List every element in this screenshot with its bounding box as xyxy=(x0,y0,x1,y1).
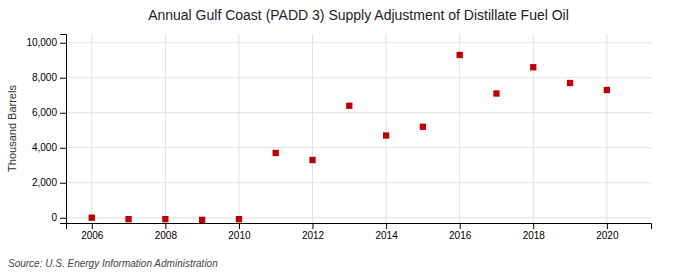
grid-line xyxy=(606,34,607,223)
y-tick: 4,000 xyxy=(32,142,66,153)
x-tick-label: 2014 xyxy=(375,230,398,241)
grid-line xyxy=(238,34,239,223)
title: Annual Gulf Coast (PADD 3) Supply Adjust… xyxy=(148,7,569,23)
point xyxy=(89,215,95,221)
grid-line xyxy=(312,34,313,223)
point xyxy=(604,87,610,93)
y-tick-mark xyxy=(60,183,66,184)
y-tick: 2,000 xyxy=(32,177,66,188)
y-tick-mark xyxy=(60,218,66,219)
point xyxy=(457,52,463,58)
grid-line xyxy=(66,147,651,148)
y-tick-label: 4,000 xyxy=(32,142,57,153)
points xyxy=(89,52,610,223)
y-axis: 0 2,000 4,000 6,000 8,000 10,000 xyxy=(26,35,66,224)
y-tick: 10,000 xyxy=(26,37,66,48)
point xyxy=(309,157,315,163)
y-tick-label: 6,000 xyxy=(32,107,57,118)
x-tick: 2020 xyxy=(596,223,619,241)
grid-line xyxy=(459,34,460,223)
point xyxy=(199,217,205,223)
point xyxy=(567,80,573,86)
x-tick-mark xyxy=(313,223,314,229)
point xyxy=(530,64,536,70)
x-tick-mark xyxy=(165,223,166,229)
x-tick-label: 2008 xyxy=(155,230,178,241)
point xyxy=(162,216,168,222)
y-tick-mark xyxy=(60,78,66,79)
chart: 2006 2008 2010 2012 2014 2016 2018 2020 0 2,000 4,… xyxy=(0,0,675,275)
x-axis-line xyxy=(67,224,652,230)
y-axis-title: Thousand Barrels xyxy=(6,85,18,172)
x-tick: 2008 xyxy=(155,223,178,241)
grid-line xyxy=(91,34,92,223)
point xyxy=(493,90,499,96)
y-tick-label: 8,000 xyxy=(32,72,57,83)
point xyxy=(236,216,242,222)
y-tick-label: 2,000 xyxy=(32,177,57,188)
x-tick-mark xyxy=(533,223,534,229)
y-tick-mark xyxy=(60,113,66,114)
grid-line xyxy=(66,217,651,218)
x-tick-mark xyxy=(92,223,93,229)
grid-line xyxy=(533,34,534,223)
y-tick-mark xyxy=(60,43,66,44)
x-tick-label: 2012 xyxy=(302,230,325,241)
x-tick: 2016 xyxy=(449,223,472,241)
x-tick: 2018 xyxy=(523,223,546,241)
x-tick-label: 2018 xyxy=(523,230,546,241)
grid-line xyxy=(66,77,651,78)
x-tick-mark xyxy=(460,223,461,229)
grid-line xyxy=(66,182,651,183)
y-tick-label: 10,000 xyxy=(26,37,57,48)
x-tick-label: 2010 xyxy=(228,230,251,241)
x-tick-mark xyxy=(239,223,240,229)
point xyxy=(420,124,426,130)
x-tick-label: 2016 xyxy=(449,230,472,241)
grid-line xyxy=(165,34,166,223)
x-tick-label: 2006 xyxy=(81,230,104,241)
point xyxy=(273,150,279,156)
y-tick: 8,000 xyxy=(32,72,66,83)
y-tick: 0 xyxy=(51,212,66,223)
x-tick: 2010 xyxy=(228,223,251,241)
x-tick-label: 2020 xyxy=(596,230,619,241)
y-axis-line xyxy=(60,35,67,224)
grid xyxy=(66,34,651,223)
grid-line xyxy=(66,42,651,43)
point xyxy=(383,132,389,138)
point xyxy=(346,103,352,109)
grid-line xyxy=(66,112,651,113)
x-tick: 2014 xyxy=(375,223,398,241)
plot: 2006 2008 2010 2012 2014 2016 2018 2020 0 2,000 4,… xyxy=(26,34,651,241)
x-tick-mark xyxy=(607,223,608,229)
y-tick-mark xyxy=(60,148,66,149)
y-tick-label: 0 xyxy=(51,212,57,223)
x-tick: 2006 xyxy=(81,223,104,241)
x-tick: 2012 xyxy=(302,223,325,241)
x-tick-mark xyxy=(386,223,387,229)
source-note: Source: U.S. Energy Information Administ… xyxy=(8,258,218,269)
x-axis: 2006 2008 2010 2012 2014 2016 2018 2020 xyxy=(67,223,652,241)
y-tick: 6,000 xyxy=(32,107,66,118)
grid-line xyxy=(386,34,387,223)
point xyxy=(125,216,131,222)
